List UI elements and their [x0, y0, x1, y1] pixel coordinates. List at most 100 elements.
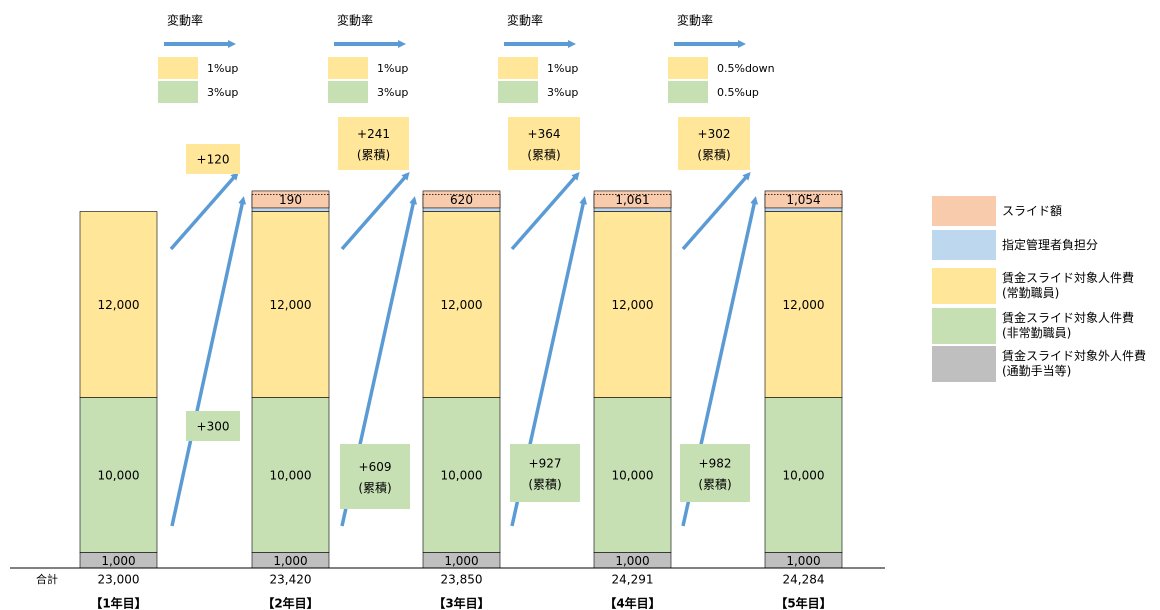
rate-regular-4: 0.5%down	[717, 62, 775, 75]
increment-value-nonregular-1: +300	[197, 420, 230, 434]
rate-regular-2: 1%up	[377, 62, 408, 75]
bar-nonregular-5	[764, 397, 843, 553]
legend-label-other: 賃金スライド対象外人件費 (通勤手当等)	[1002, 349, 1147, 378]
bar-label-nonregular-3: 10,000	[441, 469, 483, 483]
bar-label-nonregular-1: 10,000	[98, 469, 140, 483]
bar-label-other-4: 1,000	[615, 554, 649, 568]
rate-swatch-nonregular-4	[668, 81, 708, 103]
bar-label-other-3: 1,000	[444, 554, 478, 568]
total-value-1: 23,000	[98, 573, 140, 587]
bar-regular-5	[764, 211, 843, 398]
legend-swatch-other	[932, 346, 996, 382]
bar-label-slide-3: 620	[450, 193, 473, 207]
increment-box-regular-2	[338, 117, 409, 170]
increment-note-regular-4: (累積)	[697, 147, 730, 162]
bar-label-regular-3: 12,000	[441, 298, 483, 312]
bar-slide-4	[593, 190, 672, 209]
rate-nonregular-2: 3%up	[377, 86, 408, 99]
increment-box-regular-1	[186, 144, 240, 174]
bar-label-slide-5: 1,054	[786, 193, 820, 207]
rate-nonregular-1: 3%up	[207, 86, 238, 99]
stacked-bars: 1,000 1,000 1,000 1,000 1,000 10,000 10,000 10,…	[79, 190, 843, 569]
bar-label-slide-4: 1,061	[615, 193, 649, 207]
legend-swatch-slide	[932, 196, 996, 226]
increment-value-regular-1: +120	[197, 153, 230, 167]
rate-swatch-regular-1	[158, 57, 198, 79]
rate-swatch-regular-3	[498, 57, 538, 79]
rate-swatch-regular-2	[328, 57, 368, 79]
increment-value-nonregular-4: +982	[699, 457, 732, 471]
rate-swatch-nonregular-1	[158, 81, 198, 103]
bar-label-regular-2: 12,000	[270, 298, 312, 312]
rate-swatch-nonregular-3	[498, 81, 538, 103]
total-value-3: 23,850	[441, 573, 483, 587]
increment-note-nonregular-2: (累積)	[358, 480, 391, 495]
bar-nonregular-4	[593, 397, 672, 553]
rate-swatch-regular-4	[668, 57, 708, 79]
category-label-4: 【4年目】	[604, 596, 660, 610]
increment-box-nonregular-1	[186, 411, 240, 441]
increase-arrow-3	[340, 171, 410, 251]
totals-label: 合計	[36, 572, 58, 586]
category-label-1: 【1年目】	[90, 596, 146, 610]
legend-swatch-regular	[932, 268, 996, 304]
rate-nonregular-3: 3%up	[547, 86, 578, 99]
bar-label-regular-5: 12,000	[783, 298, 825, 312]
bar-regular-3	[422, 211, 501, 398]
bar-label-other-5: 1,000	[786, 554, 820, 568]
increment-value-nonregular-3: +927	[529, 457, 562, 471]
legend-label-nonregular: 賃金スライド対象人件費 (非常勤職員)	[1002, 311, 1135, 340]
rate-nonregular-4: 0.5%up	[717, 86, 759, 99]
rate-header-3: 変動率	[507, 13, 543, 28]
rate-swatch-nonregular-2	[328, 81, 368, 103]
increment-value-regular-3: +364	[528, 127, 561, 141]
x-axis: 合計 23,000 23,420 23,850 24,291 24,284 【1年目】 【2年…	[10, 567, 885, 610]
increment-boxes: +120 +300 +241 (累積) +609 (累積) +364 (累積) +927 (累積)…	[186, 117, 750, 509]
rate-regular-3: 1%up	[547, 62, 578, 75]
total-value-5: 24,284	[783, 573, 825, 587]
increment-box-nonregular-4	[680, 444, 750, 502]
increment-box-nonregular-2	[340, 444, 410, 509]
increase-arrow-5	[510, 171, 580, 251]
increment-box-regular-4	[678, 117, 750, 170]
rate-regular-1: 1%up	[207, 62, 238, 75]
rate-panels: 変動率 1%up 3%up 変動率 1%up 3%up 変動率 1%up 3%up 変動率 0.5%…	[158, 13, 775, 103]
increment-box-nonregular-3	[510, 444, 580, 502]
increment-note-regular-3: (累積)	[527, 147, 560, 162]
bar-slide-3	[422, 190, 501, 209]
increment-note-nonregular-3: (累積)	[528, 477, 561, 492]
increment-note-nonregular-4: (累積)	[698, 477, 731, 492]
bar-slide-2	[251, 190, 330, 209]
bar-label-other-1: 1,000	[101, 554, 135, 568]
legend-swatch-nonregular	[932, 308, 996, 344]
bar-label-nonregular-5: 10,000	[783, 469, 825, 483]
increase-arrow-7	[681, 171, 751, 251]
bar-regular-2	[251, 211, 330, 398]
legend-swatch-burden	[932, 230, 996, 260]
bar-nonregular-3	[422, 397, 501, 553]
category-label-3: 【3年目】	[433, 596, 489, 610]
total-value-2: 23,420	[270, 573, 312, 587]
increment-value-regular-4: +302	[698, 127, 731, 141]
increase-arrow-1	[169, 171, 239, 251]
increase-arrow-2	[170, 196, 247, 527]
rate-header-2: 変動率	[337, 13, 373, 28]
bar-regular-1	[79, 211, 158, 398]
bar-nonregular-2	[251, 397, 330, 553]
increment-box-regular-3	[508, 117, 580, 170]
bar-label-other-2: 1,000	[273, 554, 307, 568]
legend-label-slide: スライド額	[1002, 204, 1063, 218]
bar-label-nonregular-2: 10,000	[270, 469, 312, 483]
increment-value-regular-2: +241	[357, 127, 390, 141]
increment-value-nonregular-2: +609	[359, 460, 392, 474]
bar-label-regular-1: 12,000	[98, 298, 140, 312]
bar-slide-5	[764, 190, 843, 209]
bar-label-regular-4: 12,000	[612, 298, 654, 312]
category-label-5: 【5年目】	[775, 596, 831, 610]
rate-header-4: 変動率	[677, 13, 713, 28]
bar-label-nonregular-4: 10,000	[612, 469, 654, 483]
bar-regular-4	[593, 211, 672, 398]
category-label-2: 【2年目】	[262, 596, 318, 610]
total-value-4: 24,291	[612, 573, 654, 587]
